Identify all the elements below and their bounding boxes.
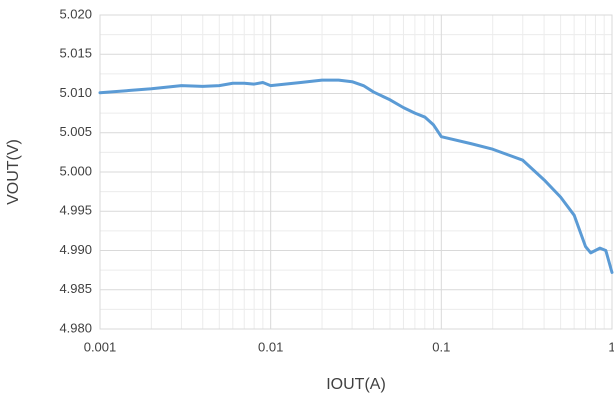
series-line xyxy=(98,78,614,274)
y-tick-label: 5.020 xyxy=(59,6,92,21)
x-tick-label: 1 xyxy=(608,339,614,354)
y-tick-label: 5.000 xyxy=(59,163,92,178)
x-tick-label: 0.01 xyxy=(258,339,283,354)
y-tick-label: 5.005 xyxy=(59,124,92,139)
y-axis-title: VOUT(V) xyxy=(5,139,22,205)
y-tick-label: 4.990 xyxy=(59,242,92,257)
x-tick-label: 0.001 xyxy=(84,339,117,354)
y-tick-label: 4.980 xyxy=(59,320,92,335)
y-tick-label: 5.010 xyxy=(59,85,92,100)
y-tick-label: 5.015 xyxy=(59,46,92,61)
x-axis-title: IOUT(A) xyxy=(326,376,386,393)
x-tick-label: 0.1 xyxy=(432,339,450,354)
y-tick-label: 4.995 xyxy=(59,203,92,218)
y-tick-label: 4.985 xyxy=(59,281,92,296)
